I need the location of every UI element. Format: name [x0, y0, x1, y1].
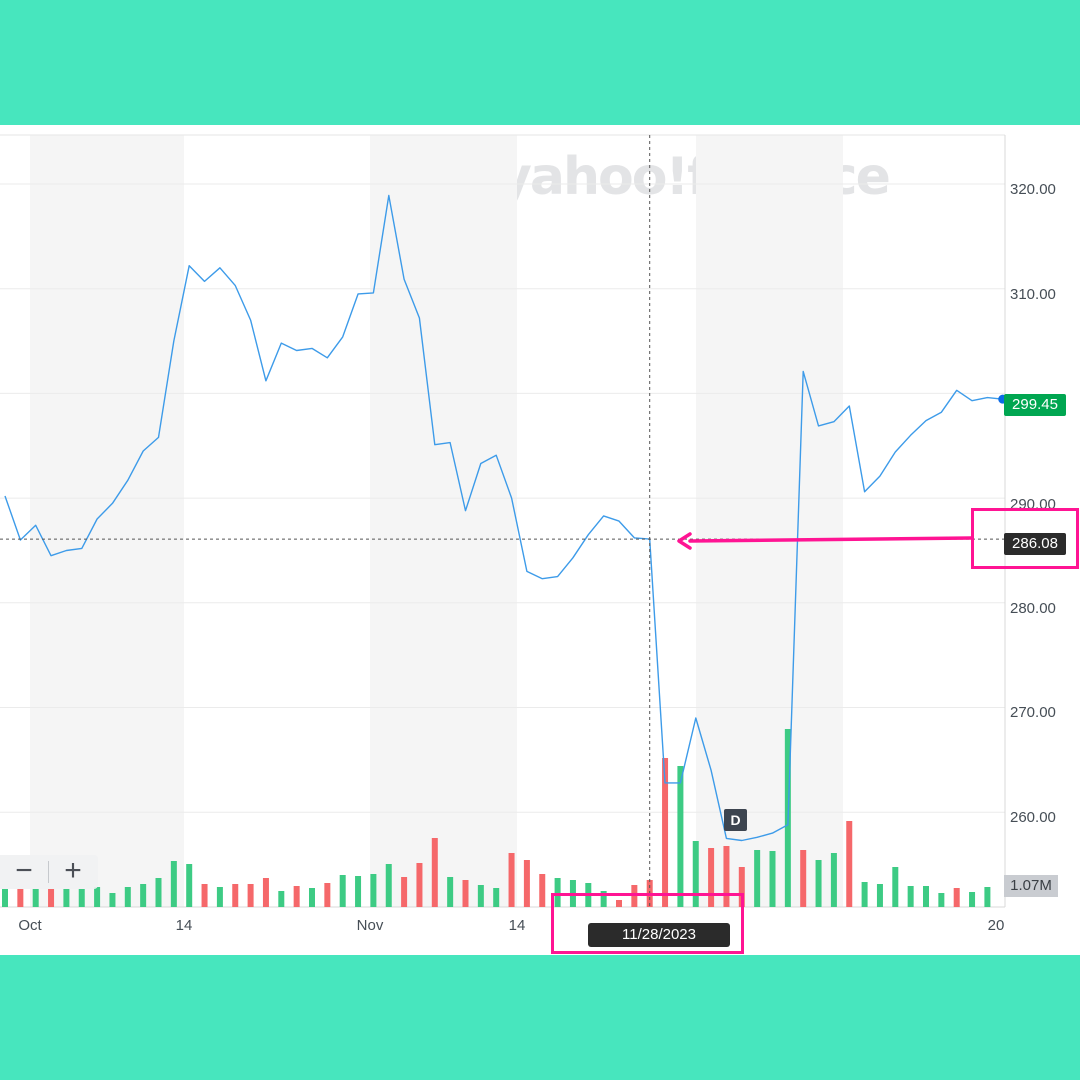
volume-bar — [923, 886, 929, 907]
volume-bar — [63, 889, 70, 907]
volume-bar — [109, 893, 116, 907]
chart-canvas[interactable] — [0, 125, 1080, 955]
dividend-marker[interactable]: D — [724, 809, 747, 831]
volume-bar — [355, 876, 362, 907]
volume-bar — [262, 878, 269, 907]
y-tick-label: 280.00 — [1010, 600, 1056, 617]
zoom-divider — [48, 861, 49, 883]
volume-bar — [708, 848, 715, 907]
weekly-band — [696, 135, 843, 907]
volume-bar — [969, 892, 976, 907]
volume-bar — [416, 863, 423, 907]
volume-bar — [892, 867, 899, 907]
volume-bar — [216, 887, 223, 907]
volume-bar — [339, 875, 346, 907]
crosshair-price-badge: 286.08 — [1004, 533, 1066, 555]
volume-bar — [17, 889, 24, 907]
volume-bar — [554, 878, 561, 907]
price-highlight-box — [971, 508, 1079, 569]
volume-bar — [539, 874, 546, 907]
volume-bar — [616, 900, 622, 907]
stock-chart[interactable]: yahoo!finance 320.00 310.00 290.00 280.0… — [0, 125, 1080, 955]
volume-bar — [800, 850, 807, 907]
volume-bar — [247, 884, 254, 907]
volume-bar — [155, 878, 162, 907]
volume-bar — [201, 884, 208, 907]
date-highlight-box — [551, 893, 744, 954]
volume-badge: 1.07M — [1004, 875, 1058, 897]
volume-bar — [48, 889, 55, 907]
x-tick-label: Nov — [356, 917, 384, 934]
volume-bar — [370, 874, 377, 907]
price-line — [4, 194, 1003, 842]
y-tick-label: 270.00 — [1010, 704, 1056, 721]
volume-bar — [723, 846, 730, 907]
volume-bar — [477, 885, 484, 907]
volume-bar — [754, 850, 761, 907]
volume-bar — [600, 891, 607, 907]
volume-bar — [984, 887, 991, 907]
crosshair-date-badge: 11/28/2023 — [588, 923, 730, 947]
x-tick-label: Oct — [18, 917, 42, 934]
volume-bar — [186, 864, 193, 907]
volume-bar — [170, 861, 177, 907]
zoom-controls: − + — [0, 855, 98, 889]
volume-bar — [677, 766, 684, 907]
y-tick-label: 260.00 — [1010, 809, 1056, 826]
volume-bar — [938, 893, 945, 907]
volume-bar — [278, 891, 285, 907]
volume-bar — [876, 884, 883, 907]
volume-bar — [462, 880, 469, 907]
volume-bar — [846, 821, 853, 907]
volume-bar — [815, 860, 822, 907]
volume-bar — [94, 887, 101, 907]
volume-bar — [631, 885, 638, 907]
volume-bar — [78, 889, 85, 907]
volume-bar — [2, 889, 8, 907]
volume-bar — [508, 853, 515, 907]
x-tick-label: 14 — [508, 917, 526, 934]
volume-bar — [447, 877, 454, 907]
y-tick-label: 310.00 — [1010, 286, 1056, 303]
y-tick-label: 320.00 — [1010, 181, 1056, 198]
volume-bar — [662, 758, 669, 907]
annotation-arrow-shaft — [688, 536, 973, 543]
volume-bar — [523, 860, 530, 907]
volume-bar — [861, 882, 868, 907]
volume-bar — [692, 841, 699, 907]
volume-bar — [293, 886, 300, 907]
x-tick-label: 14 — [175, 917, 193, 934]
volume-bar — [431, 838, 438, 907]
volume-bar — [309, 888, 315, 907]
volume-bar — [769, 851, 776, 907]
volume-bar — [493, 888, 500, 907]
volume-bar — [232, 884, 239, 907]
volume-bar — [32, 889, 39, 907]
volume-bar — [385, 864, 392, 907]
last-price-badge: 299.45 — [1004, 394, 1066, 416]
weekly-band — [30, 135, 184, 907]
volume-bar — [830, 853, 837, 907]
annotation-arrow-head — [677, 532, 692, 550]
volume-bar — [401, 877, 408, 907]
volume-bar — [124, 887, 131, 907]
volume-bar — [738, 867, 745, 907]
zoom-in-button[interactable]: + — [64, 854, 82, 887]
volume-bar — [953, 888, 960, 907]
zoom-out-button[interactable]: − — [15, 854, 33, 887]
volume-bar — [907, 886, 914, 907]
volume-bar — [140, 884, 147, 907]
x-tick-label: 20 — [987, 917, 1005, 934]
weekly-band — [370, 135, 517, 907]
volume-bar — [324, 883, 331, 907]
